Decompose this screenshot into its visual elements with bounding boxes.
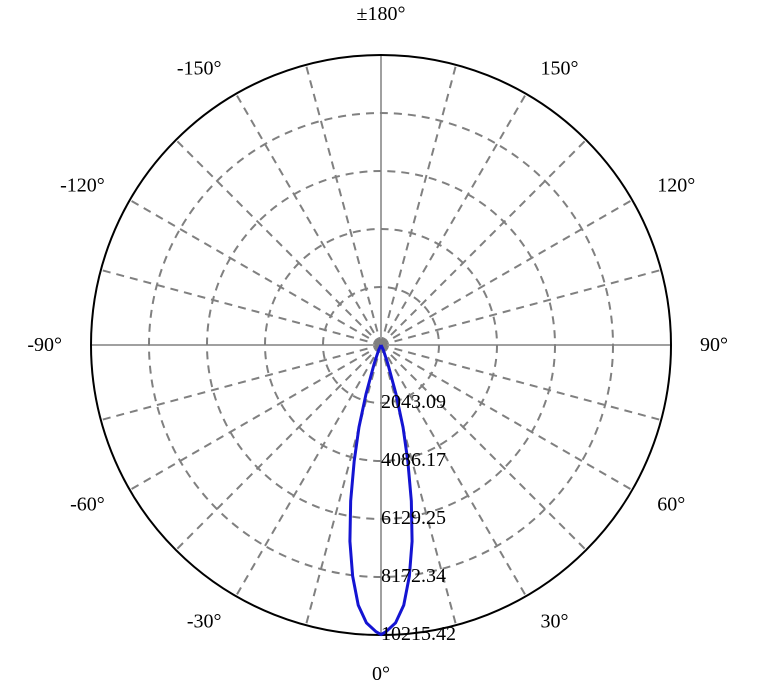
spoke bbox=[381, 200, 632, 345]
spoke bbox=[381, 94, 526, 345]
spoke bbox=[236, 345, 381, 596]
spoke bbox=[381, 270, 661, 345]
spoke bbox=[236, 94, 381, 345]
spoke bbox=[306, 65, 381, 345]
angle-label: -150° bbox=[177, 58, 222, 80]
angle-label: ±180° bbox=[357, 3, 406, 25]
radial-tick-label: 2043.09 bbox=[381, 391, 446, 413]
radial-tick-label: 10215.42 bbox=[381, 623, 456, 645]
spoke bbox=[381, 65, 456, 345]
radial-tick-label: 6129.25 bbox=[381, 507, 446, 529]
spoke bbox=[130, 200, 381, 345]
spoke bbox=[306, 345, 381, 625]
angle-label: -120° bbox=[60, 175, 105, 197]
angle-label: 120° bbox=[657, 175, 695, 197]
spoke bbox=[130, 345, 381, 490]
angle-label: -30° bbox=[187, 610, 222, 632]
radial-tick-label: 4086.17 bbox=[381, 449, 446, 471]
angle-label: -60° bbox=[70, 494, 105, 516]
angle-label: 90° bbox=[700, 334, 728, 356]
angle-label: 150° bbox=[541, 58, 579, 80]
angle-label: 30° bbox=[541, 610, 569, 632]
radial-tick-label: 8172.34 bbox=[381, 565, 446, 587]
spoke bbox=[381, 140, 586, 345]
spoke bbox=[101, 270, 381, 345]
angle-label: 60° bbox=[657, 494, 685, 516]
spoke bbox=[176, 140, 381, 345]
spoke bbox=[101, 345, 381, 420]
angle-label: 0° bbox=[372, 663, 390, 685]
angle-label: -90° bbox=[27, 334, 62, 356]
polar-chart: 0° 30° 60° 90° 120° 150° ±180° -150° -120° -90° -6… bbox=[0, 0, 763, 690]
